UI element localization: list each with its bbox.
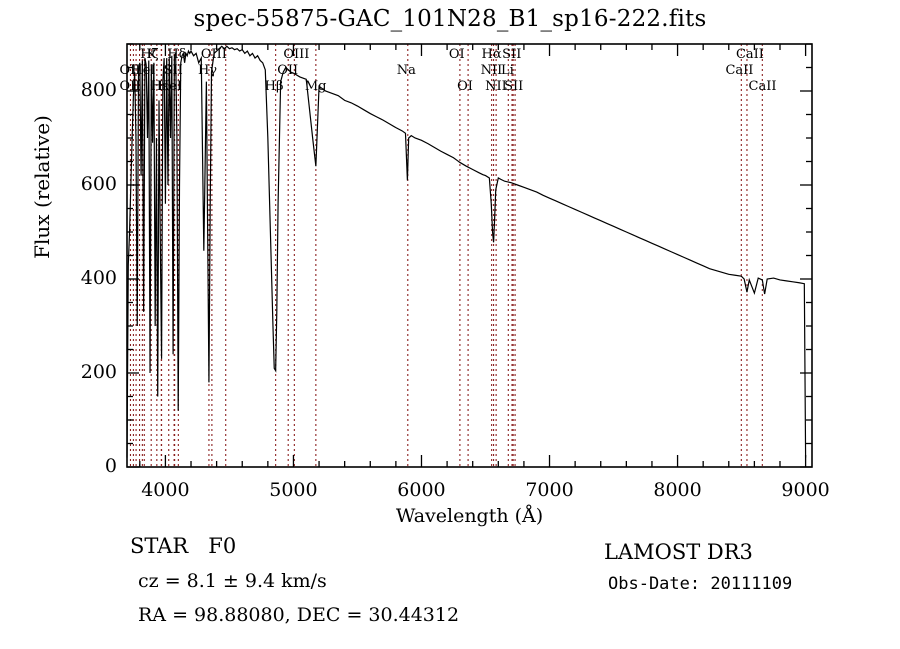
coordinates: RA = 98.88080, DEC = 30.44312 (138, 604, 460, 626)
spectral-line-label: Hδ (167, 47, 187, 62)
spectral-line-label: Hγ (197, 63, 218, 78)
spectral-line-label: HeI (131, 63, 156, 78)
spectral-line-label: Na (396, 63, 416, 78)
x-tick-label: 9000 (781, 479, 830, 501)
spectral-line-label: Hβ (264, 79, 284, 94)
x-tick-label: 4000 (141, 479, 190, 501)
spectral-line-label: OIII (283, 47, 310, 62)
spectral-line-label: SII (504, 79, 524, 94)
spectral-line-label: OII (277, 63, 299, 78)
spectral-line-label: SII (502, 47, 522, 62)
y-tick-label: 800 (80, 79, 117, 101)
spectral-line-label: OII (119, 63, 141, 78)
spectral-line-label: CaII (748, 79, 777, 94)
y-tick-label: 600 (80, 173, 117, 195)
object-class: STAR F0 (130, 534, 237, 558)
x-tick-label: 5000 (269, 479, 318, 501)
spectral-line-label: OIII (200, 47, 227, 62)
plot-frame (126, 43, 813, 468)
survey-name: LAMOST DR3 (604, 540, 753, 564)
spectral-line-label: Hα (481, 47, 502, 62)
spectral-line-label: K (146, 47, 157, 62)
cz-value: cz = 8.1 ± 9.4 km/s (138, 570, 327, 592)
object-subclass: F0 (208, 534, 237, 558)
y-tick-label: 0 (104, 455, 117, 477)
spectral-line-label: SII (163, 63, 183, 78)
x-tick-label: 8000 (653, 479, 702, 501)
spectral-line-label: OI (457, 79, 473, 94)
x-tick-label: 6000 (397, 479, 446, 501)
spectral-line-label: Hζ (140, 47, 159, 62)
y-tick-label: 200 (80, 361, 117, 383)
spectral-line-label: NII (485, 79, 507, 94)
spectrum-trace (126, 45, 807, 458)
obs-date: Obs-Date: 20111109 (608, 574, 793, 594)
spectral-line-label: Mg (304, 79, 327, 94)
spectral-line-label: CaII (725, 63, 754, 78)
spectral-line-label: Hε (150, 79, 169, 94)
spectral-line-label: OI (448, 47, 465, 62)
spectral-line-label: Li (501, 63, 514, 78)
page-title: spec-55875-GAC_101N28_B1_sp16-222.fits (193, 6, 707, 32)
spectral-line-label: HeI (157, 79, 182, 94)
spectral-line-label: NII (480, 63, 503, 78)
x-tick-label: 7000 (525, 479, 574, 501)
spectral-line-label: CaII (735, 47, 764, 62)
x-axis-label: Wavelength (Å) (395, 505, 544, 527)
spectral-line-label: OII (119, 79, 141, 94)
y-tick-label: 400 (80, 267, 117, 289)
